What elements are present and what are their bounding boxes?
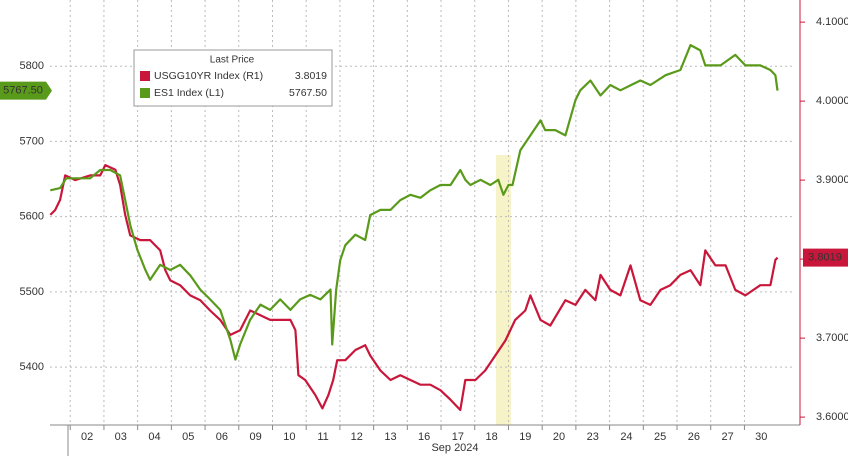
last-value-tag bbox=[803, 248, 848, 267]
x-tick-label: 20 bbox=[553, 431, 565, 443]
x-tick-label: 27 bbox=[721, 431, 733, 443]
x-tick-label: 19 bbox=[519, 431, 531, 443]
x-tick-label: 17 bbox=[452, 431, 464, 443]
x-tick-label: 13 bbox=[384, 431, 396, 443]
x-tick-label: 03 bbox=[115, 431, 127, 443]
x-axis-label: Sep 2024 bbox=[431, 442, 478, 454]
x-tick-label: 05 bbox=[182, 431, 194, 443]
legend-box bbox=[133, 49, 333, 107]
last-value-label: 5767.50 bbox=[3, 85, 43, 97]
legend: Last Price USGG10YR Index (R1) 3.8019 ES1 … bbox=[133, 49, 333, 107]
legend-value: 5767.50 bbox=[289, 87, 327, 99]
y-tick-label: 5800 bbox=[20, 60, 44, 72]
last-value-pointer bbox=[46, 81, 52, 100]
y-tick-label: 5700 bbox=[20, 135, 44, 147]
x-tick-label: 04 bbox=[148, 431, 160, 443]
x-tick-label: 10 bbox=[283, 431, 295, 443]
y2-tick-label: 3.6000 bbox=[816, 411, 848, 423]
y2-tick-label: 4.0000 bbox=[816, 95, 848, 107]
legend-swatch bbox=[140, 88, 150, 98]
legend-label: USGG10YR Index (R1) bbox=[154, 70, 263, 82]
x-tick-label: 09 bbox=[250, 431, 262, 443]
x-tick-label: 26 bbox=[688, 431, 700, 443]
y2-tick-label: 4.1000 bbox=[816, 16, 848, 28]
legend-title: Last Price bbox=[210, 55, 255, 66]
x-tick-label: 06 bbox=[216, 431, 228, 443]
x-tick-label: 30 bbox=[755, 431, 767, 443]
x-tick-label: 18 bbox=[485, 431, 497, 443]
y-tick-label: 5500 bbox=[20, 286, 44, 298]
x-tick-label: 02 bbox=[81, 431, 93, 443]
x-tick-label: 23 bbox=[587, 431, 599, 443]
x-tick-label: 24 bbox=[620, 431, 632, 443]
series-line bbox=[49, 164, 779, 412]
x-tick-label: 11 bbox=[317, 431, 328, 443]
x-tick-label: 25 bbox=[654, 431, 666, 443]
y2-tick-label: 3.9000 bbox=[816, 174, 848, 186]
plot bbox=[49, 44, 779, 412]
legend-value: 3.8019 bbox=[295, 70, 327, 82]
highlight-band bbox=[496, 155, 511, 425]
legend-label: ES1 Index (L1) bbox=[154, 87, 224, 99]
series-line bbox=[50, 44, 779, 361]
legend-swatch bbox=[140, 71, 150, 81]
y-tick-label: 5600 bbox=[20, 211, 44, 223]
last-value-label: 3.8019 bbox=[808, 252, 842, 264]
x-tick-label: 16 bbox=[418, 431, 430, 443]
y-tick-label: 5400 bbox=[20, 361, 44, 373]
last-value-tag bbox=[0, 81, 46, 100]
x-tick-label: 12 bbox=[351, 431, 363, 443]
y2-tick-label: 3.7000 bbox=[816, 332, 848, 344]
